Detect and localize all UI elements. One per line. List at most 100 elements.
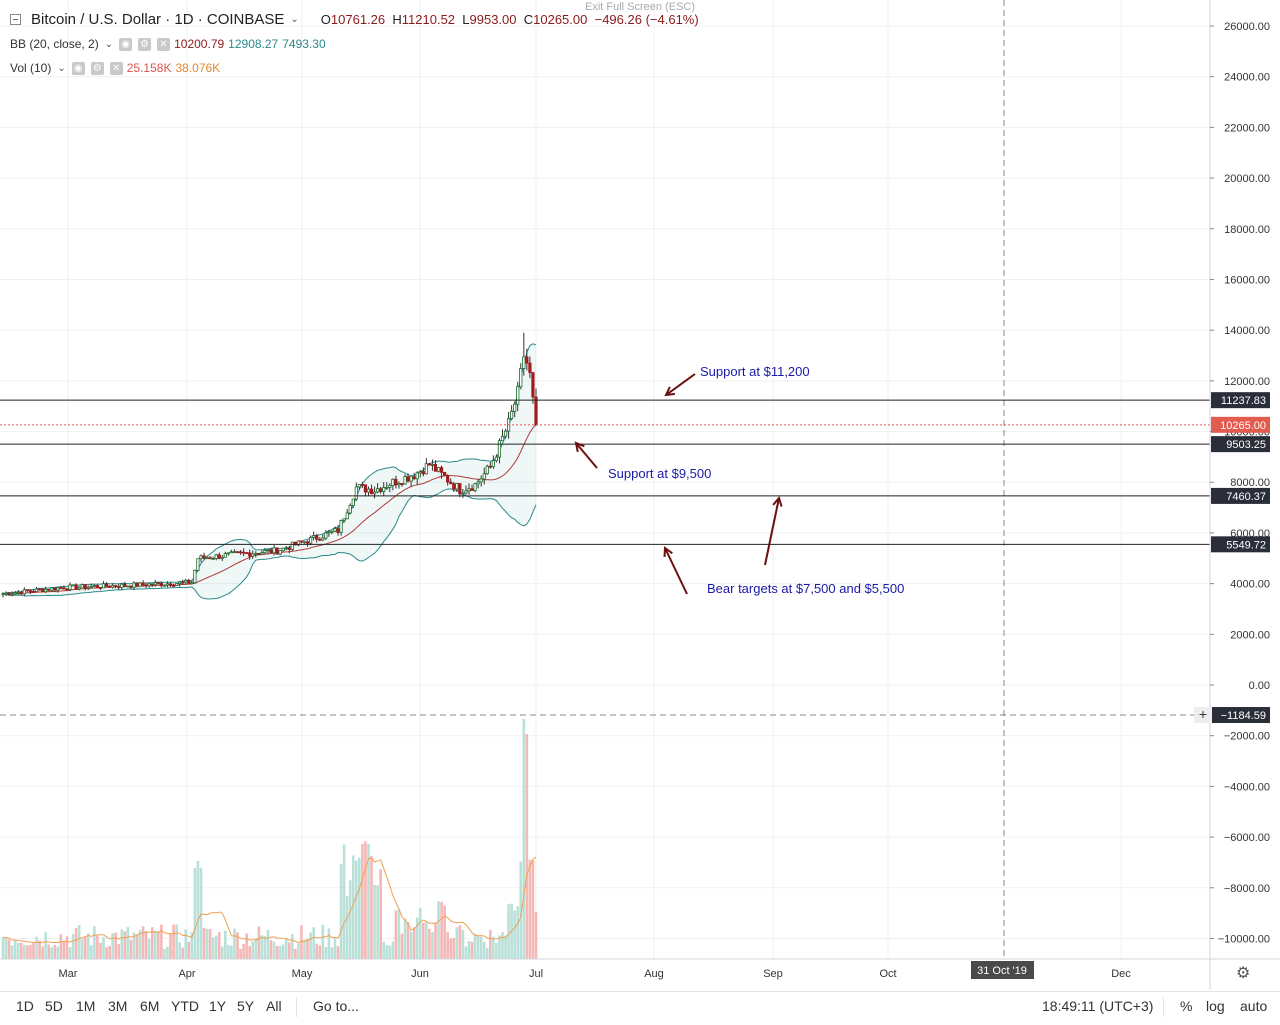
volume-bar (336, 946, 340, 959)
volume-bar (312, 927, 315, 959)
volume-bar (123, 931, 127, 959)
candle-body (104, 583, 109, 587)
symbol-legend-row: Bitcoin / U.S. Dollar · 1D · COINBASE ⌄ … (10, 11, 699, 28)
exit-fullscreen-hint[interactable]: Exit Full Screen (ESC) (585, 1, 696, 13)
candle-body (309, 536, 313, 544)
volume-bar (476, 935, 480, 959)
vol-label[interactable]: Vol (10) (10, 61, 52, 75)
timeframe-5y[interactable]: 5Y (237, 998, 255, 1014)
volume-bar (214, 935, 218, 959)
close-icon[interactable]: ✕ (157, 37, 171, 51)
volume-bar (169, 933, 172, 959)
volume-bar (364, 841, 367, 959)
chevron-down-icon[interactable]: ⌄ (57, 62, 66, 74)
candle-body (281, 547, 285, 552)
percent-scale-toggle[interactable]: % (1180, 998, 1193, 1014)
candle-body (312, 535, 316, 538)
volume-bar (516, 906, 520, 959)
candle-body (7, 592, 11, 596)
candle-body (175, 583, 179, 586)
volume-bar (141, 926, 145, 959)
open-value: 10761.26 (330, 12, 386, 27)
candle-body (95, 585, 100, 588)
volume-bar (355, 860, 358, 959)
candle-body (214, 554, 218, 559)
candle-body (327, 531, 331, 534)
clock-timezone[interactable]: 18:49:11 (UTC+3) (1042, 998, 1154, 1014)
candle-body (436, 467, 441, 472)
volume-bar (501, 932, 504, 959)
candle-body (479, 478, 483, 483)
toolbar-divider (1163, 997, 1164, 1017)
volume-bar (205, 928, 209, 959)
candle-body (491, 460, 495, 468)
timeframe-1d[interactable]: 1D (16, 998, 34, 1014)
close-icon[interactable]: ✕ (109, 61, 123, 75)
price-tick-label: 8000.00 (1230, 477, 1270, 489)
candle-body (500, 435, 505, 442)
volume-bar (397, 909, 401, 959)
low-value: 9953.00 (469, 12, 517, 27)
collapse-legend-icon[interactable] (10, 14, 21, 25)
price-tick-label: 0.00 (1249, 680, 1270, 692)
candle-body (184, 579, 188, 583)
timeframe-1m[interactable]: 1M (76, 998, 96, 1014)
volume-bar (147, 939, 151, 959)
candle-body (232, 551, 237, 554)
price-tick-label: 22000.00 (1224, 122, 1270, 134)
candle-body (446, 475, 450, 483)
volume-bar (400, 933, 404, 959)
chevron-down-icon[interactable]: ⌄ (290, 14, 299, 25)
candle-body (199, 555, 203, 560)
settings-icon[interactable]: ⚙ (90, 61, 104, 75)
candle-body (388, 485, 392, 488)
volume-bar (132, 932, 136, 959)
timeframe-ytd[interactable]: YTD (171, 998, 199, 1014)
candle-body (372, 491, 377, 495)
annotation-label: Support at $9,500 (608, 466, 711, 481)
timeframe-5d[interactable]: 5D (45, 998, 63, 1014)
eye-icon[interactable]: ◉ (119, 37, 133, 51)
timeframe-all[interactable]: All (266, 998, 282, 1014)
auto-scale-toggle[interactable]: auto (1240, 998, 1268, 1014)
candle-body (229, 551, 234, 554)
eye-icon[interactable]: ◉ (71, 61, 85, 75)
volume-bar (269, 940, 273, 959)
timeframe-3m[interactable]: 3M (108, 998, 128, 1014)
volume-bar (492, 936, 495, 959)
vol-ma-value: 38.076K (175, 61, 221, 75)
candle-body (120, 583, 124, 588)
time-tick-label: Oct (879, 968, 896, 980)
log-scale-toggle[interactable]: log (1206, 998, 1225, 1014)
volume-bar (281, 944, 285, 959)
price-chart[interactable]: 26000.00 24000.00 22000.00 20000.00 18000.00… (0, 0, 1280, 990)
timeframe-1y[interactable]: 1Y (209, 998, 227, 1014)
crosshair-plus-button[interactable]: + (1194, 707, 1212, 723)
candle-body (147, 583, 151, 587)
volume-bar (230, 945, 233, 959)
volume-bar (105, 947, 108, 959)
candle-body (165, 583, 170, 586)
candle-body (31, 590, 36, 593)
settings-icon[interactable]: ⚙ (138, 37, 152, 51)
volume-bar (342, 844, 346, 959)
candle-body (525, 356, 529, 364)
symbol-title[interactable]: Bitcoin / U.S. Dollar · 1D · COINBASE (31, 11, 285, 28)
bb-label[interactable]: BB (20, close, 2) (10, 37, 99, 51)
goto-date-button[interactable]: Go to... (313, 998, 359, 1014)
volume-bar (333, 938, 337, 959)
candle-body (293, 541, 297, 546)
volume-bar (86, 933, 90, 959)
volume-bar (19, 942, 23, 959)
timeframe-6m[interactable]: 6M (140, 998, 160, 1014)
candle-body (263, 550, 267, 554)
volume-bar (29, 944, 32, 959)
candle-body (245, 552, 249, 554)
volume-bar (278, 946, 282, 959)
candle-body (385, 487, 389, 489)
volume-bar (519, 861, 523, 959)
chart-settings-gear-icon[interactable]: ⚙ (1236, 965, 1251, 982)
chevron-down-icon[interactable]: ⌄ (104, 38, 114, 50)
volume-bar (498, 935, 501, 959)
volume-bar (534, 911, 538, 959)
